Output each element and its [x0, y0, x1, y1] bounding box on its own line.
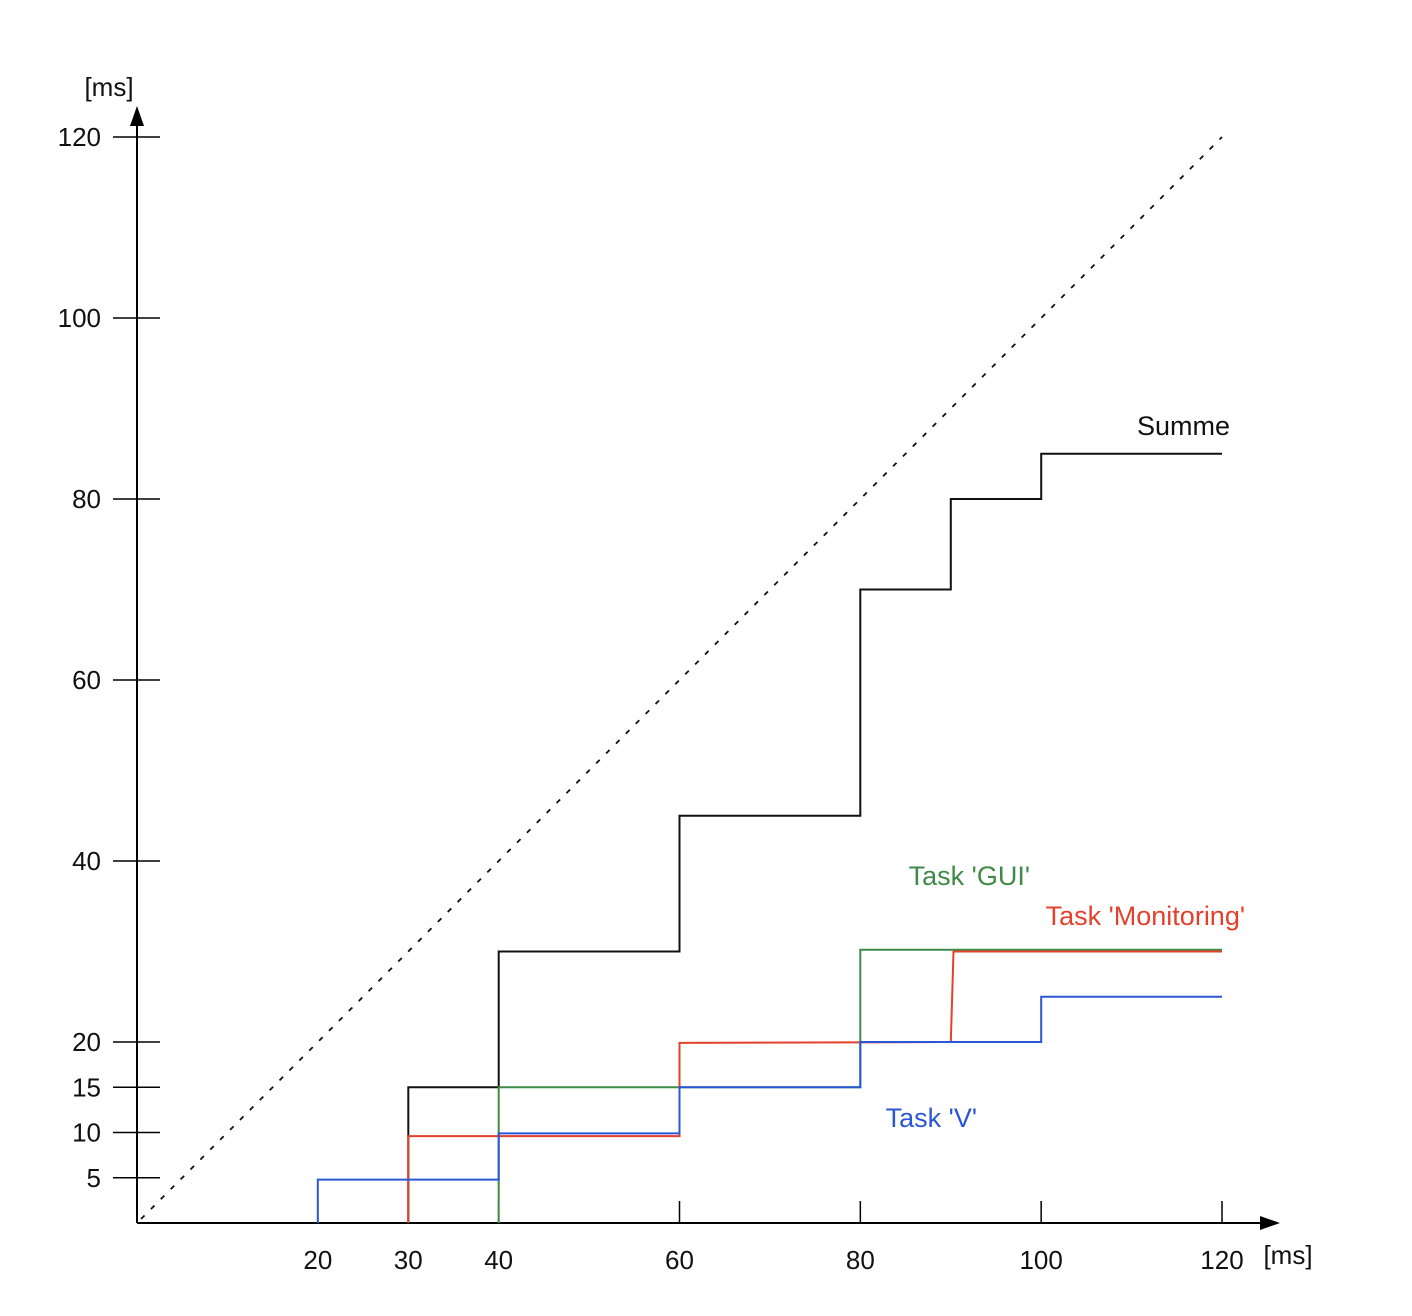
series-label-summe: Summe — [1137, 411, 1230, 441]
x-axis-unit-label: [ms] — [1263, 1240, 1312, 1270]
series-label-monitoring: Task 'Monitoring' — [1046, 901, 1245, 931]
axis-ticks: 20 30 40 60 80 100 120 5 10 15 20 40 60 80 100 120 — [58, 122, 1244, 1275]
y-tick-label-80: 80 — [72, 484, 101, 514]
series-line-summe — [407, 452, 1222, 1223]
series-label-v: Task 'V' — [886, 1103, 977, 1133]
x-axis-arrow-icon — [1260, 1216, 1280, 1230]
series-lines — [316, 452, 1222, 1223]
series-label-gui: Task 'GUI' — [909, 861, 1030, 891]
y-tick-label-20: 20 — [72, 1027, 101, 1057]
x-tick-label-60: 60 — [665, 1245, 694, 1275]
x-tick-label-30: 30 — [394, 1245, 423, 1275]
x-tick-label-20: 20 — [303, 1245, 332, 1275]
y-tick-label-5: 5 — [87, 1163, 101, 1193]
y-tick-label-60: 60 — [72, 665, 101, 695]
reference-line-group — [140, 136, 1223, 1220]
y-axis-arrow-icon — [130, 106, 144, 126]
y-tick-label-15: 15 — [72, 1072, 101, 1102]
y-axis-unit-label: [ms] — [84, 72, 133, 102]
y-tick-label-100: 100 — [58, 303, 101, 333]
reference-diagonal-line — [140, 136, 1223, 1220]
x-tick-label-100: 100 — [1019, 1245, 1062, 1275]
x-tick-label-120: 120 — [1200, 1245, 1243, 1275]
x-tick-label-40: 40 — [484, 1245, 513, 1275]
x-tick-label-80: 80 — [846, 1245, 875, 1275]
y-tick-label-40: 40 — [72, 846, 101, 876]
series-line-task-v — [316, 995, 1222, 1223]
y-tick-label-10: 10 — [72, 1118, 101, 1148]
y-tick-label-120: 120 — [58, 122, 101, 152]
series-line-task-monitoring — [407, 950, 1222, 1223]
